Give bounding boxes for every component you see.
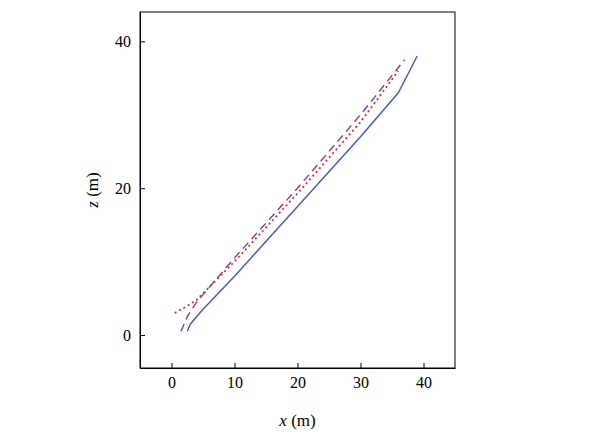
tick-mark — [140, 41, 145, 42]
tick: 0 — [123, 327, 145, 344]
tick: 10 — [227, 363, 243, 391]
tick-label: 0 — [123, 327, 131, 344]
series-line — [187, 56, 417, 331]
plot: 0 10 20 30 40 0 20 40 — [115, 12, 456, 391]
tick: 20 — [290, 363, 306, 391]
tick-mark — [298, 363, 299, 368]
tick: 40 — [416, 363, 432, 391]
tick-mark — [424, 363, 425, 368]
tick-mark — [361, 363, 362, 368]
tick-label: 20 — [115, 180, 131, 197]
chart: 0 10 20 30 40 0 20 40 x (m) z (m) — [0, 0, 599, 444]
lines — [175, 56, 418, 331]
series-line — [181, 60, 405, 332]
series-line — [175, 71, 399, 313]
tick-label: 40 — [416, 374, 432, 391]
tick-mark — [140, 188, 145, 189]
tick-label: 20 — [290, 374, 306, 391]
tick: 40 — [115, 33, 145, 50]
y-axis-title: z (m) — [83, 172, 102, 208]
y-axis: 0 20 40 — [115, 13, 145, 369]
tick: 30 — [353, 363, 369, 391]
x-axis-title: x (m) — [278, 411, 315, 430]
frame — [140, 12, 455, 368]
tick-label: 40 — [115, 33, 131, 50]
tick-mark — [140, 335, 145, 336]
axis-line — [141, 368, 456, 369]
tick-mark — [172, 363, 173, 368]
x-axis: 0 10 20 30 40 — [141, 363, 456, 391]
tick-label: 0 — [168, 374, 176, 391]
tick-mark — [235, 363, 236, 368]
tick-label: 10 — [227, 374, 243, 391]
axis-line — [140, 13, 141, 369]
tick: 20 — [115, 180, 145, 197]
tick-label: 30 — [353, 374, 369, 391]
tick: 0 — [168, 363, 176, 391]
